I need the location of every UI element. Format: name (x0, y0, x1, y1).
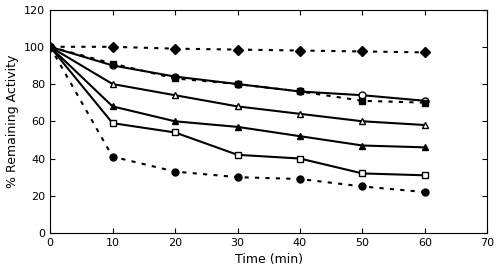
X-axis label: Time (min): Time (min) (234, 254, 302, 267)
Y-axis label: % Remaining Activity: % Remaining Activity (6, 55, 18, 188)
